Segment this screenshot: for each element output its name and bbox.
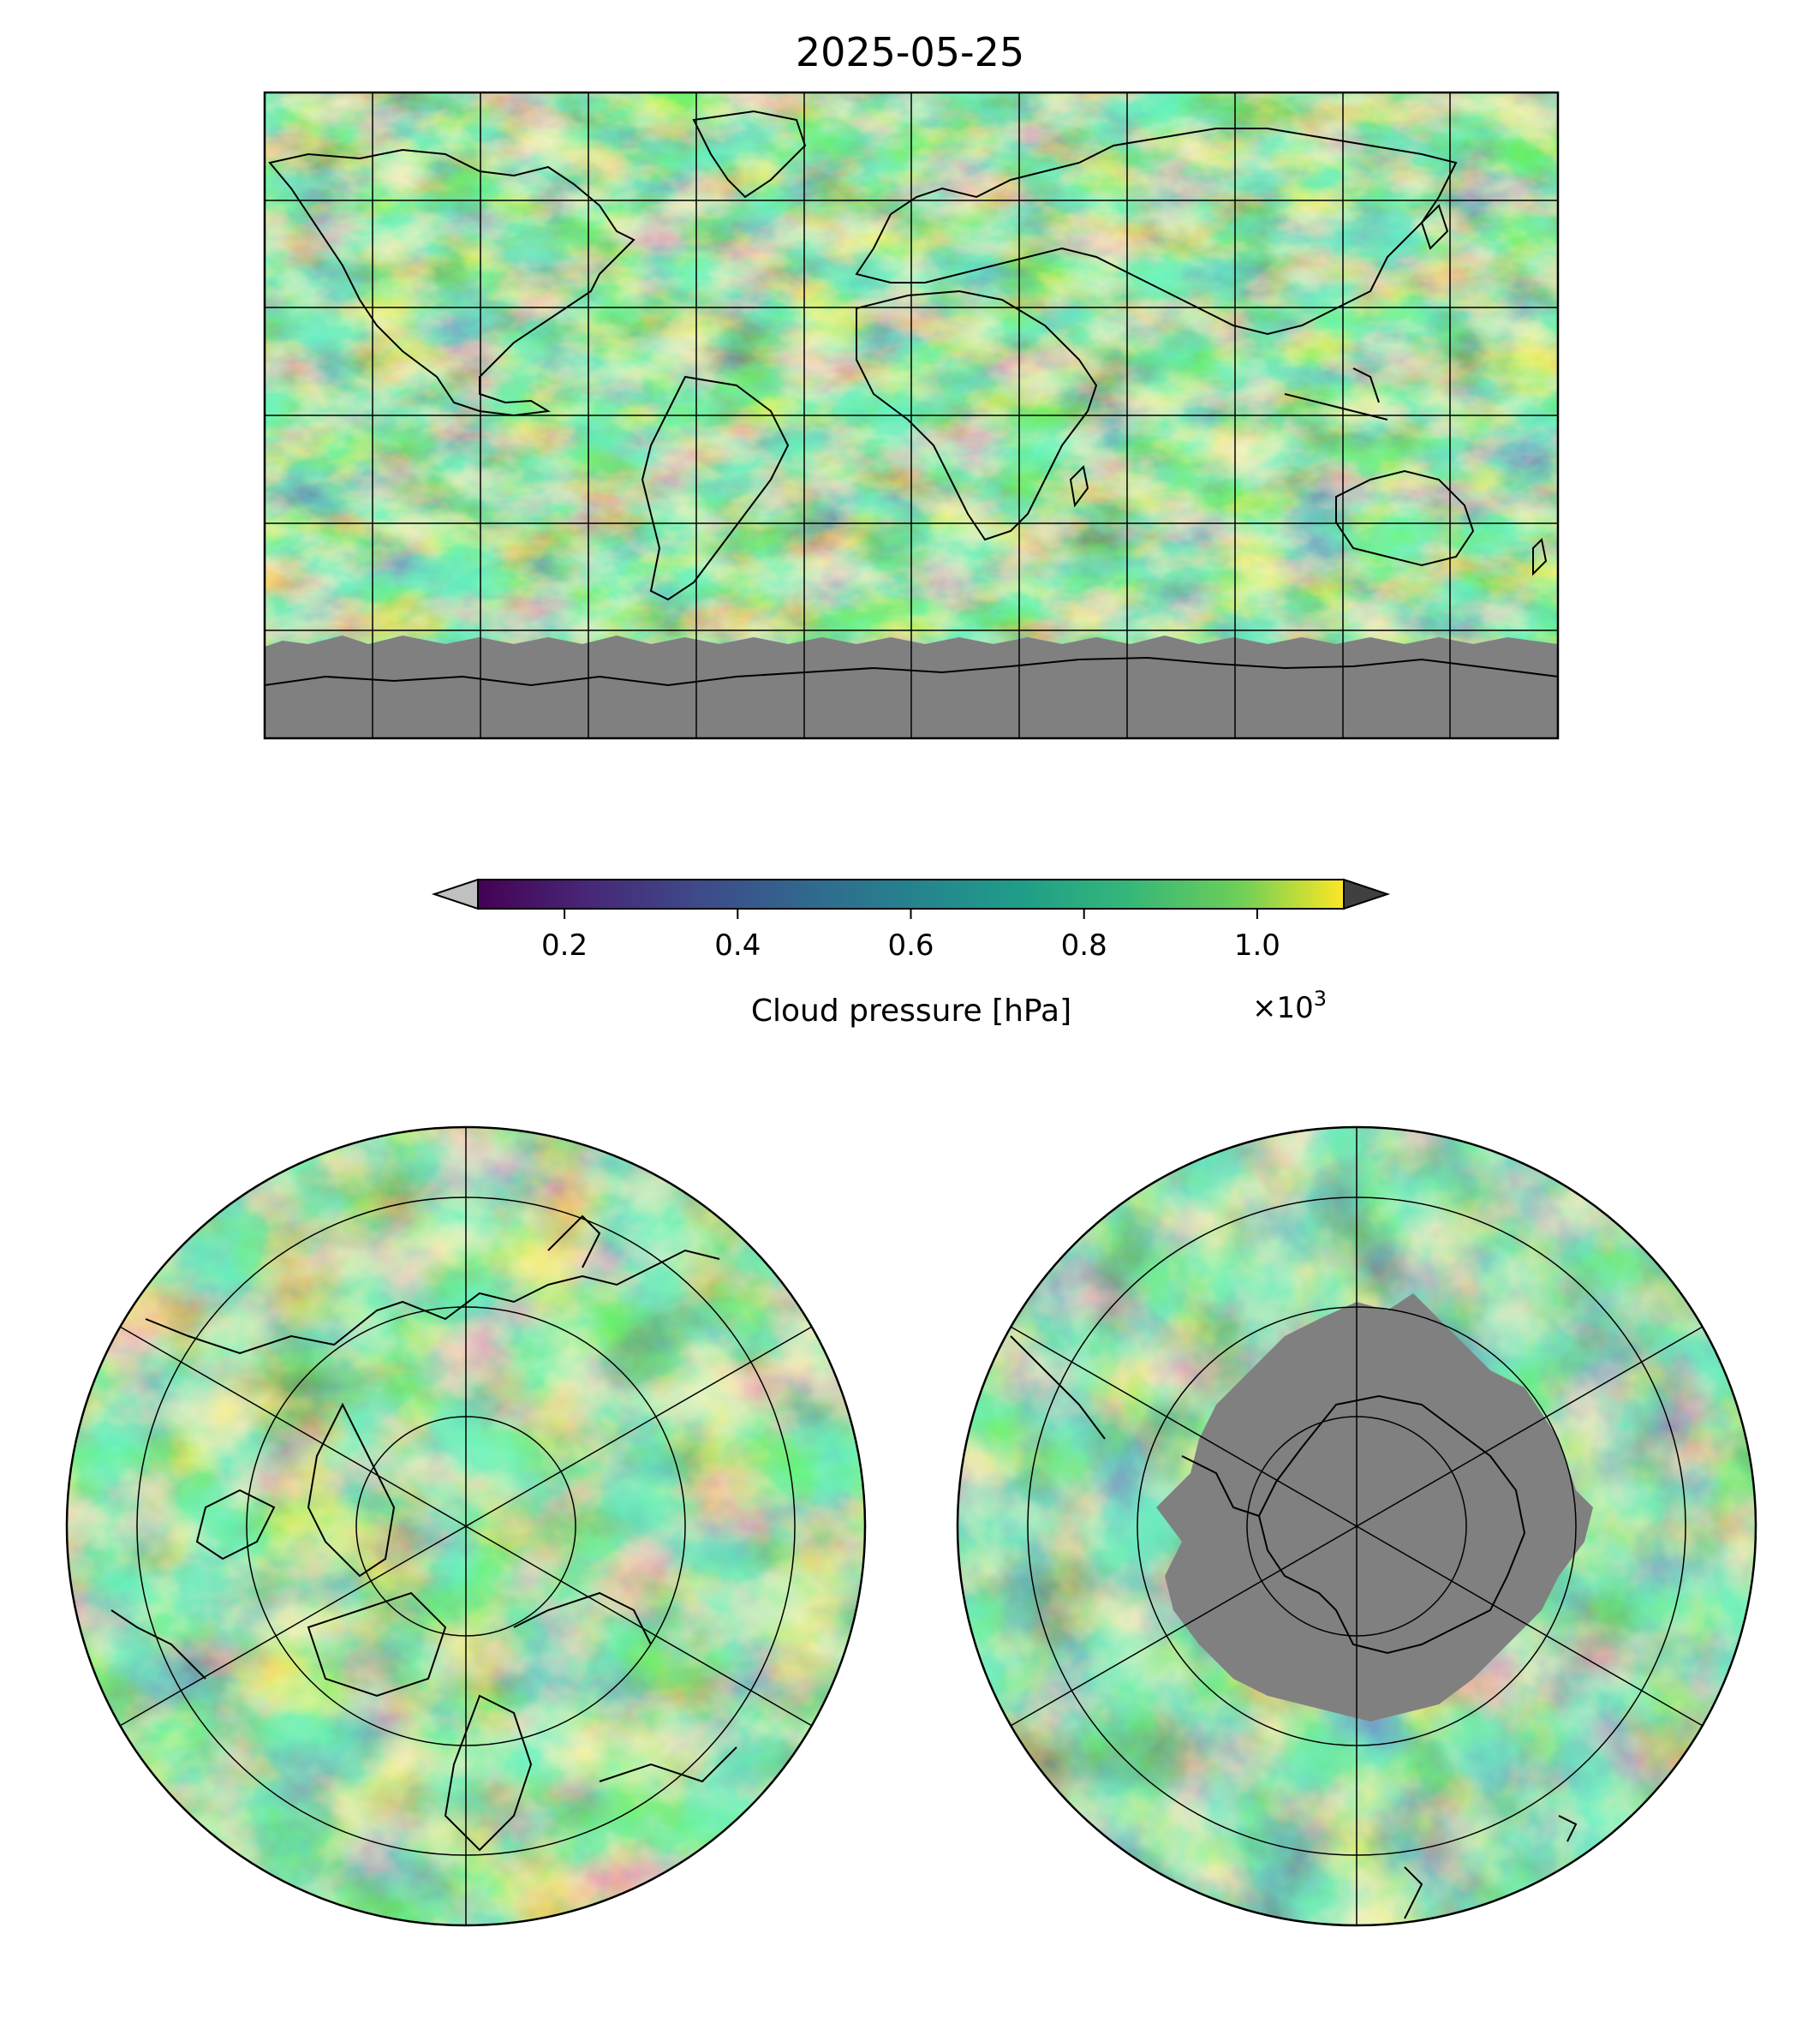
south-gridlines	[1010, 1127, 1704, 1925]
colorbar-under-extension	[431, 878, 479, 910]
south-map-frame	[956, 1125, 1757, 1927]
colorbar-gradient	[478, 880, 1344, 909]
global-gridlines	[265, 92, 1558, 738]
south-missing-data	[1156, 1293, 1593, 1722]
colorbar-label: Cloud pressure [hPa]	[751, 994, 1071, 1029]
colorbar-ticks: 0.2 0.4 0.6 0.8 1.0	[541, 909, 1280, 963]
colorbar-tick-label: 0.2	[541, 928, 588, 963]
south-polar-map	[958, 1127, 1756, 1925]
north-gridlines	[119, 1127, 813, 1925]
colorbar-tick-label: 0.4	[714, 928, 761, 963]
colorbar-tick-label: 0.6	[887, 928, 934, 963]
south-coastlines	[1010, 1335, 1578, 1919]
colorbar-over-extension	[1343, 878, 1391, 910]
north-polar-map	[67, 1127, 865, 1925]
global-map-frame	[263, 91, 1560, 740]
north-map-frame	[65, 1125, 867, 1927]
colorbar-tick-label: 0.8	[1061, 928, 1107, 963]
global-coastlines	[265, 110, 1558, 687]
colorbar-tick-label: 1.0	[1234, 928, 1280, 963]
colorbar-multiplier: ×103	[1252, 987, 1327, 1025]
north-coastlines	[110, 1214, 737, 1852]
global-map	[265, 92, 1558, 738]
colorbar: 0.2 0.4 0.6 0.8 1.0 Cloud pressure [hPa] ×10…	[431, 878, 1391, 1029]
figure-title: 2025-05-25	[795, 29, 1025, 75]
